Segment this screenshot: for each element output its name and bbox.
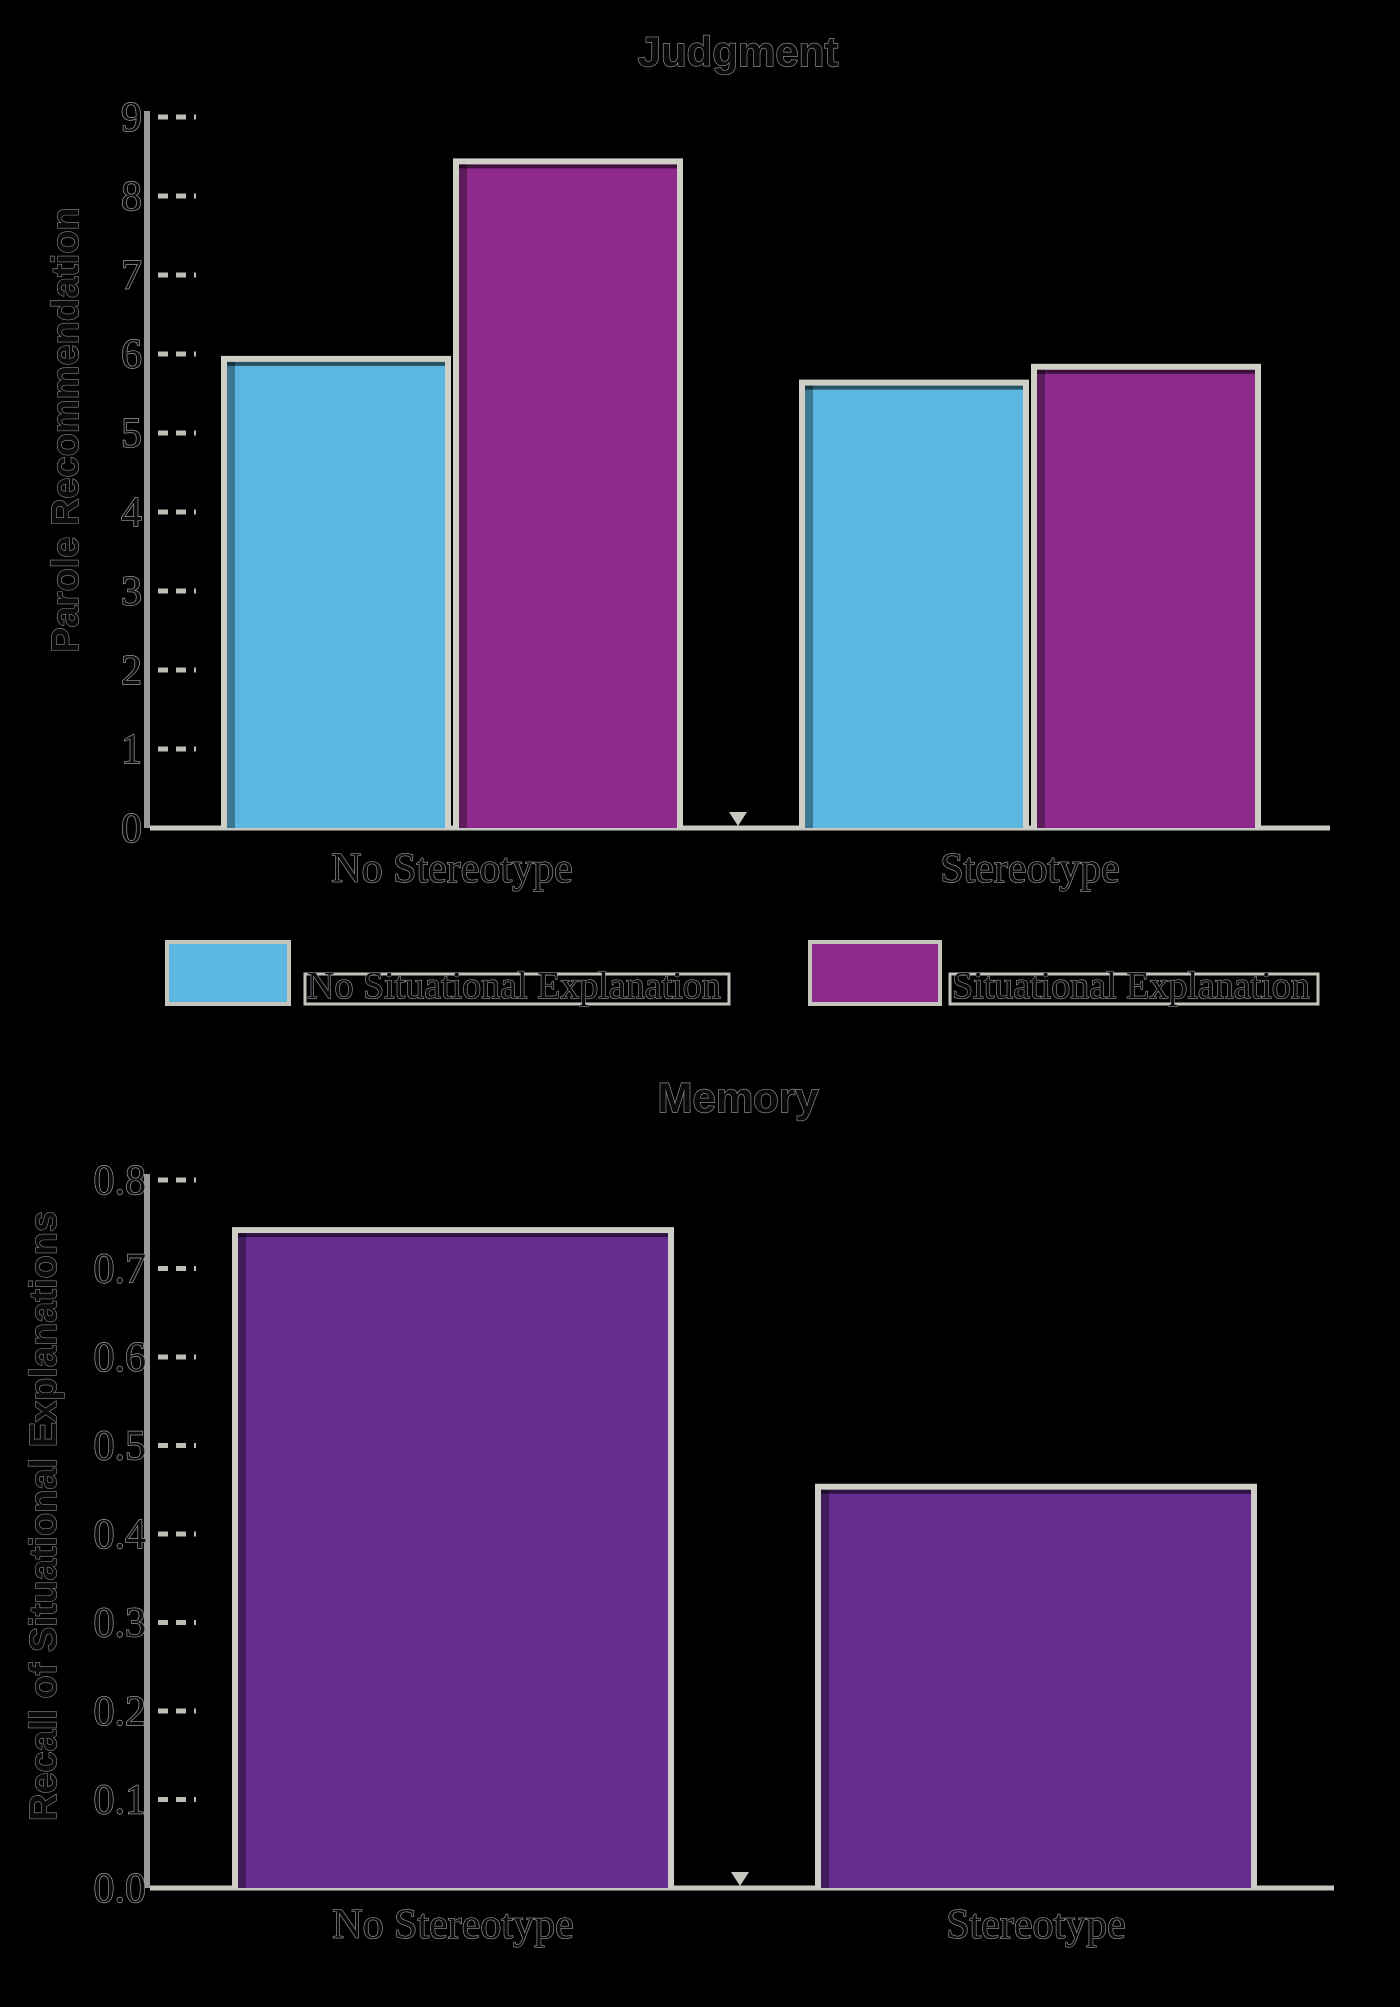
- judgment-bars: [150, 158, 1330, 831]
- bar-stereotype-no-situational-explanation-top-edge: [805, 385, 1023, 390]
- y-tick-label: 0.1: [94, 1778, 147, 1824]
- bar-no-stereotype-situational-explanation-shade: [459, 164, 467, 828]
- x-category-label-no-stereotype: No Stereotype: [331, 846, 572, 892]
- y-tick-label: 0.0: [94, 1866, 147, 1912]
- y-tick-label: 6: [121, 332, 142, 378]
- legend-label-no-situational-explanation: No Situational Explanation: [307, 965, 721, 1007]
- y-axis-line: [144, 111, 150, 828]
- bar-no-stereotype-no-situational-explanation-shade: [227, 361, 235, 828]
- y-tick-label: 0.8: [94, 1158, 147, 1204]
- bar-stereotype-situational-explanation: [1031, 363, 1261, 828]
- bar-no-stereotype: [232, 1227, 674, 1888]
- bar-stereotype-shade: [821, 1489, 829, 1888]
- bar-no-stereotype-no-situational-explanation-top-edge: [227, 361, 445, 366]
- bar-stereotype-situational-explanation-top-edge: [1037, 369, 1255, 374]
- y-axis-line: [144, 1174, 150, 1888]
- judgment-chart: Judgment Parole Recommendation 0 1 2 3 4 5 6 7 8…: [44, 27, 1330, 1008]
- y-tick-label: 9: [121, 95, 142, 141]
- legend-swatch-no-situational-explanation: [165, 940, 291, 1006]
- bar-no-stereotype-situational-explanation: [453, 158, 683, 828]
- legend-label-situational-explanation: Situational Explanation: [952, 965, 1310, 1007]
- legend-swatch-situational-explanation: [808, 940, 942, 1006]
- memory-chart-title: Memory: [657, 1074, 819, 1121]
- bar-stereotype-situational-explanation-fill: [1037, 369, 1255, 828]
- memory-bars: [150, 1227, 1334, 1891]
- bar-stereotype-top-edge: [821, 1489, 1251, 1494]
- y-tick-label: 0.4: [94, 1512, 147, 1558]
- y-tick-label: 8: [121, 174, 142, 220]
- judgment-legend: No Situational Explanation Situational E…: [165, 940, 1320, 1008]
- bar-no-stereotype-situational-explanation-top-edge: [459, 164, 677, 169]
- y-tick-label: 2: [121, 648, 142, 694]
- bar-stereotype: [815, 1483, 1257, 1888]
- y-tick-label: 0: [121, 806, 142, 852]
- judgment-y-axis-title: Parole Recommendation: [45, 207, 87, 653]
- y-tick-label: 3: [121, 569, 142, 615]
- bar-no-stereotype-shade: [238, 1233, 246, 1888]
- y-tick-label: 7: [121, 253, 142, 299]
- y-tick-label: 4: [121, 490, 142, 536]
- memory-x-axis: No Stereotype Stereotype: [332, 1901, 1127, 1948]
- x-category-label-no-stereotype: No Stereotype: [332, 1902, 573, 1948]
- bar-no-stereotype-situational-explanation-fill: [459, 164, 677, 828]
- y-tick-label: 0.6: [94, 1335, 147, 1381]
- legend-label-frame: [948, 972, 1320, 1006]
- bar-no-stereotype-no-situational-explanation-fill: [227, 361, 445, 828]
- bar-no-stereotype-fill: [238, 1233, 668, 1888]
- bar-stereotype-no-situational-explanation-shade: [805, 385, 813, 828]
- bar-stereotype-no-situational-explanation-fill: [805, 385, 1023, 828]
- memory-chart: Memory Recall of Situational Explanation…: [22, 1073, 1334, 1949]
- legend-item-situational-explanation: Situational Explanation: [808, 940, 1320, 1008]
- x-category-label-stereotype: Stereotype: [946, 1902, 1126, 1948]
- memory-y-axis: 0.0 0.1 0.2 0.3 0.4 0.5 0.6 0.7 0.8: [93, 1157, 196, 1913]
- y-tick-label: 0.3: [94, 1601, 147, 1647]
- judgment-y-axis: 0 1 2 3 4 5 6 7 8 9: [120, 94, 196, 853]
- memory-y-axis-title: Recall of Situational Explanations: [23, 1211, 65, 1821]
- legend-label-frame: [303, 972, 731, 1006]
- y-tick-label: 0.5: [94, 1424, 147, 1470]
- x-category-label-stereotype: Stereotype: [940, 846, 1120, 892]
- y-tick-label: 5: [121, 411, 142, 457]
- y-tick-label: 0.7: [94, 1247, 147, 1293]
- bar-no-stereotype-top-edge: [238, 1233, 668, 1238]
- y-tick-label: 1: [121, 727, 142, 773]
- bar-stereotype-situational-explanation-shade: [1037, 369, 1045, 828]
- y-tick-label: 0.2: [94, 1689, 147, 1735]
- bar-no-stereotype-no-situational-explanation: [221, 355, 451, 828]
- x-axis-tick-marker: [729, 812, 747, 826]
- legend-item-no-situational-explanation: No Situational Explanation: [165, 940, 731, 1008]
- judgment-x-axis: No Stereotype Stereotype: [331, 845, 1121, 892]
- bar-stereotype-no-situational-explanation: [799, 379, 1029, 828]
- x-axis-tick-marker: [731, 1872, 749, 1886]
- judgment-chart-title: Judgment: [638, 28, 839, 75]
- bar-stereotype-fill: [821, 1489, 1251, 1888]
